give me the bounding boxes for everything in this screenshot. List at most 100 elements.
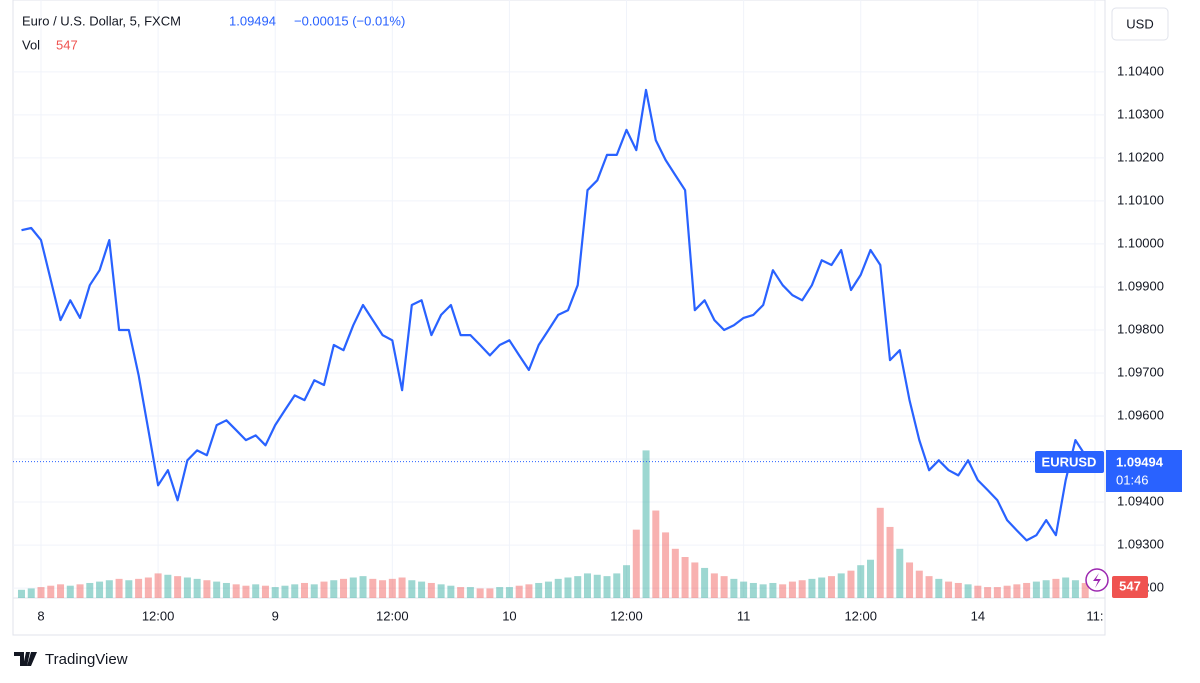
volume-bar	[437, 584, 445, 598]
volume-bar	[1042, 580, 1050, 598]
currency[interactable]: USD	[1126, 16, 1153, 31]
volume-bar	[535, 582, 543, 598]
volume-bar	[857, 565, 865, 598]
x-tick-label: 14	[971, 608, 985, 623]
volume-bar	[691, 562, 699, 598]
volume-bar	[818, 577, 826, 598]
volume-bar	[398, 577, 406, 598]
volume-bar	[935, 578, 943, 598]
volume-bar	[788, 581, 796, 598]
x-tick-label: 12:00	[142, 608, 175, 623]
x-tick-label: 9	[272, 608, 279, 623]
volume-bar	[1062, 577, 1070, 598]
volume-bar	[623, 565, 631, 598]
volume-pane	[17, 450, 1089, 598]
alert-bolt	[1093, 573, 1101, 588]
x-tick-label: 8	[37, 608, 44, 623]
volume-bar	[710, 573, 718, 598]
volume-bar	[1023, 582, 1031, 598]
symbol: Euro / U.S. Dollar, 5, FXCM	[22, 13, 181, 28]
y-tick-label: 1.09400	[1117, 493, 1164, 508]
y-tick-label: 1.09300	[1117, 537, 1164, 552]
volume-bar	[203, 580, 211, 598]
volume-bar	[906, 562, 914, 598]
price-tag: EURUSD 1.09494 01:46	[1035, 450, 1182, 492]
volume-bar	[359, 576, 367, 598]
volume-bar	[730, 578, 738, 598]
volume-bar	[486, 588, 494, 598]
volume-bar	[105, 580, 113, 598]
volume-bar	[27, 588, 35, 598]
volume-tag-label: 547	[1119, 578, 1141, 593]
volume-tag	[1112, 576, 1148, 598]
volume-bar	[476, 588, 484, 598]
volume-bar	[125, 580, 133, 598]
volume-bar	[281, 585, 289, 598]
volume-bar	[37, 587, 45, 598]
volume-bar	[847, 570, 855, 598]
volume-bar	[457, 587, 465, 598]
volume-bar	[876, 507, 884, 598]
volume-bar	[496, 587, 504, 598]
volume-bar	[837, 573, 845, 598]
x-tick-label: 11:	[1086, 608, 1103, 623]
volume-bar	[896, 548, 904, 598]
volume-bar	[252, 584, 260, 598]
volume-bar	[779, 584, 787, 598]
volume-bar	[320, 581, 328, 598]
volume-bar	[886, 526, 894, 598]
volume-bar	[86, 582, 94, 598]
volume-bar	[340, 578, 348, 598]
volume-bar	[115, 578, 123, 598]
volume-bar	[632, 529, 640, 598]
volume-bar	[466, 587, 474, 598]
volume-bar	[57, 584, 65, 598]
volume-last: 547	[56, 37, 78, 52]
volume-bar	[310, 584, 318, 598]
volume-bar	[808, 578, 816, 598]
volume-bar	[544, 581, 552, 598]
logo-mark	[14, 652, 37, 666]
volume-bar	[47, 585, 55, 598]
volume-bar	[642, 450, 650, 598]
volume-bar	[993, 587, 1001, 598]
y-tick-label: 1.09700	[1117, 364, 1164, 379]
volume-bar	[76, 584, 84, 598]
volume-bar	[1052, 578, 1060, 598]
change: −0.00015 (−0.01%)	[294, 13, 405, 28]
volume-bar	[1013, 584, 1021, 598]
y-tick-label: 1.09900	[1117, 278, 1164, 293]
volume-bar	[330, 580, 338, 598]
volume-bar	[242, 585, 250, 598]
volume-label: Vol	[22, 37, 40, 52]
volume-bar	[1003, 585, 1011, 598]
currency-button[interactable]	[1111, 7, 1169, 41]
volume-bar	[213, 581, 221, 598]
volume-bar	[291, 584, 299, 598]
volume-bar	[945, 581, 953, 598]
volume-bar	[769, 582, 777, 598]
ticker-tag	[1035, 451, 1104, 473]
volume-bar	[154, 573, 162, 598]
last-price: 1.09494	[229, 13, 276, 28]
volume-bar	[388, 578, 396, 598]
x-tick-label: 12:00	[610, 608, 643, 623]
last-price-tag	[1106, 450, 1182, 492]
y-tick-label: 1.10000	[1117, 235, 1164, 250]
volume-bar	[447, 585, 455, 598]
volume-bar	[379, 580, 387, 598]
y-tick-label: 1.10300	[1117, 106, 1164, 121]
volume-bar	[564, 577, 572, 598]
logo: TradingView	[14, 651, 128, 668]
volume-bar	[681, 557, 689, 598]
volume-bar	[222, 582, 230, 598]
volume-bar	[144, 577, 152, 598]
volume-bar	[964, 584, 972, 598]
x-tick-label: 12:00	[844, 608, 877, 623]
volume-bar	[418, 581, 426, 598]
volume-bar	[749, 582, 757, 598]
volume-bar	[925, 576, 933, 598]
y-tick-label: 1.10100	[1117, 192, 1164, 207]
volume-bar	[66, 585, 74, 598]
